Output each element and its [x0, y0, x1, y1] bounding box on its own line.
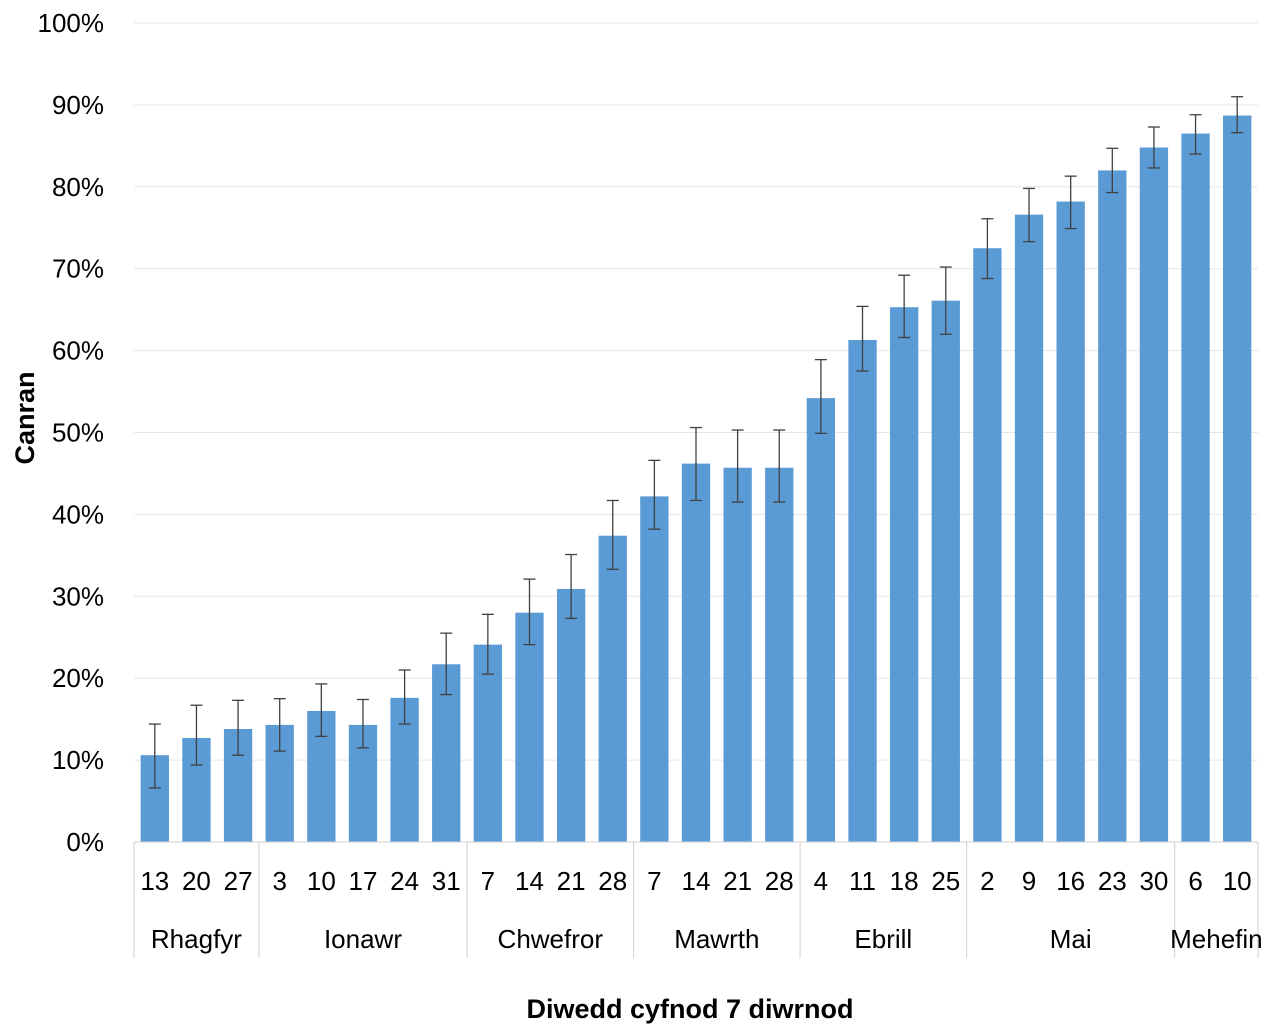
- x-tick-label: 14: [682, 866, 711, 896]
- error-bar: [1147, 126, 1160, 169]
- x-tick-label: 23: [1098, 866, 1127, 896]
- bar: [931, 300, 960, 842]
- y-tick-label: 50%: [52, 418, 104, 448]
- error-bar: [1189, 114, 1202, 155]
- bar: [598, 535, 627, 842]
- bar: [723, 467, 752, 842]
- y-tick-label: 70%: [52, 254, 104, 284]
- bar: [681, 463, 711, 842]
- month-group-label: Mehefin: [1170, 924, 1263, 954]
- error-bar: [606, 499, 619, 570]
- error-bar: [440, 632, 453, 696]
- x-tick-label: 7: [481, 866, 495, 896]
- bar: [640, 496, 669, 842]
- x-tick-label: 17: [349, 866, 378, 896]
- x-tick-label: 10: [307, 866, 336, 896]
- x-tick-label: 13: [140, 866, 169, 896]
- x-tick-label: 21: [723, 866, 752, 896]
- bar: [556, 588, 586, 842]
- x-tick-label: 20: [182, 866, 211, 896]
- x-tick-label: 31: [432, 866, 461, 896]
- error-bar: [898, 274, 911, 339]
- x-tick-label: 10: [1223, 866, 1252, 896]
- error-bar: [648, 459, 661, 530]
- bars: [140, 115, 1252, 843]
- bar: [1056, 201, 1085, 843]
- bar: [1181, 133, 1210, 842]
- error-bar: [356, 698, 369, 749]
- month-group-label: Chwefror: [498, 924, 604, 954]
- error-bar: [315, 683, 328, 737]
- error-bar: [773, 429, 786, 503]
- x-tick-label: 28: [765, 866, 794, 896]
- y-tick-label: 80%: [52, 172, 104, 202]
- x-tick-label: 11: [849, 866, 876, 896]
- bar: [1098, 170, 1127, 843]
- y-tick-label: 40%: [52, 499, 104, 529]
- x-tick-label: 27: [224, 866, 253, 896]
- error-bar: [1023, 187, 1036, 243]
- x-tick-label: 9: [1022, 866, 1036, 896]
- x-tick-label: 3: [272, 866, 286, 896]
- y-tick-label: 30%: [52, 581, 104, 611]
- x-tick-label: 7: [647, 866, 661, 896]
- bar: [1139, 147, 1169, 842]
- error-bar: [190, 704, 203, 766]
- error-bar: [273, 698, 286, 752]
- x-tick-label: 25: [931, 866, 960, 896]
- x-tick-label: 28: [598, 866, 627, 896]
- bar: [765, 467, 794, 842]
- x-tick-label: 21: [557, 866, 586, 896]
- month-group-label: Rhagfyr: [151, 924, 242, 954]
- error-bar: [731, 429, 744, 503]
- bar: [973, 248, 1002, 843]
- error-bar: [1064, 175, 1077, 230]
- error-bar: [939, 266, 952, 335]
- month-group-label: Ionawr: [324, 924, 402, 954]
- x-tick-label: 16: [1056, 866, 1085, 896]
- month-group-label: Ebrill: [854, 924, 912, 954]
- x-tick-label: 14: [515, 866, 544, 896]
- error-bar: [232, 699, 245, 756]
- error-bar: [148, 723, 161, 789]
- error-bar: [690, 426, 702, 502]
- error-bar: [565, 553, 578, 620]
- bar: [806, 398, 836, 842]
- x-tick-label: 2: [980, 866, 994, 896]
- x-axis: 13 20 27 3 10 17 24 31 7 14 21 28 7 14 21 28 4 11 18 25 2 9 16…: [133, 841, 1263, 958]
- y-tick-label: 20%: [52, 663, 104, 693]
- x-axis-title: Diwedd cyfnod 7 diwrnod: [526, 994, 853, 1024]
- bar: [515, 612, 544, 842]
- error-bar: [981, 218, 994, 280]
- x-tick-label: 24: [390, 866, 419, 896]
- x-tick-label: 30: [1139, 866, 1168, 896]
- error-bar: [814, 358, 827, 434]
- y-tick-label: 0%: [66, 827, 104, 857]
- x-tick-label: 6: [1188, 866, 1202, 896]
- y-axis-title: Canran: [10, 371, 40, 464]
- y-axis-ticks: 0% 10% 20% 30% 40% 50% 60% 70% 80% 90% 100%: [38, 8, 105, 857]
- x-tick-label: 18: [890, 866, 919, 896]
- bar: [889, 307, 919, 842]
- error-bar: [1231, 96, 1244, 134]
- error-bar: [398, 669, 411, 725]
- error-bar: [523, 578, 536, 646]
- y-tick-label: 60%: [52, 336, 104, 366]
- bar: [1014, 214, 1044, 842]
- y-tick-label: 100%: [38, 8, 105, 38]
- y-tick-label: 10%: [52, 745, 104, 775]
- y-tick-label: 90%: [52, 90, 104, 120]
- bar: [848, 339, 877, 842]
- month-group-label: Mawrth: [674, 924, 759, 954]
- bar: [473, 644, 503, 842]
- error-bar: [481, 613, 494, 675]
- error-bars: [148, 96, 1244, 789]
- x-tick-label: 4: [814, 866, 828, 896]
- error-bar: [1106, 147, 1119, 194]
- month-group-label: Mai: [1050, 924, 1092, 954]
- error-bar: [856, 305, 869, 372]
- bar: [1223, 115, 1252, 842]
